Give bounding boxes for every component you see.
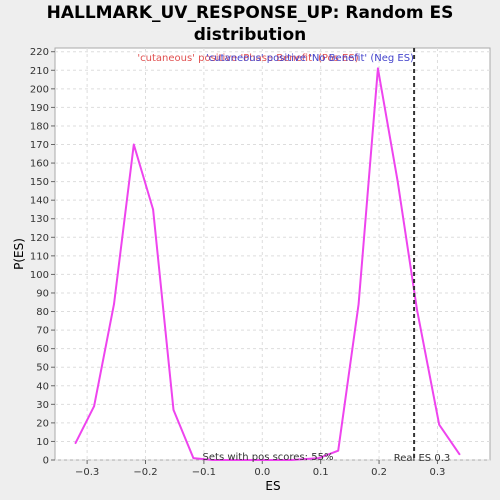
y-axis-label: P(ES) (12, 238, 26, 270)
y-tick-label: 80 (36, 307, 49, 318)
distribution-line (74, 67, 461, 461)
y-tick-label: 140 (30, 196, 49, 207)
data-point (377, 67, 379, 70)
legend-pos-es: 'cutaneous' positive 'Phase Benefit' (Po… (137, 53, 358, 64)
y-tick-label: 170 (30, 140, 49, 151)
data-point (290, 459, 293, 461)
data-point (458, 453, 461, 456)
y-tick-label: 180 (30, 121, 49, 132)
x-tick-label: 0.1 (313, 467, 329, 478)
data-point (172, 409, 175, 411)
x-axis-label: ES (265, 479, 280, 493)
y-tick-label: 90 (36, 288, 49, 299)
data-point (416, 308, 418, 311)
x-tick-label: 0.3 (429, 467, 445, 478)
y-tick-label: 60 (36, 344, 49, 355)
data-point (271, 459, 274, 461)
y-tick-label: 160 (30, 159, 49, 170)
data-point (133, 143, 135, 146)
y-tick-label: 20 (36, 418, 49, 429)
y-tick-label: 120 (30, 233, 49, 244)
legend-neg-es: 'cutaneous' positive 'No Benefit' (Neg E… (206, 53, 414, 64)
x-tick-label: 0.0 (254, 467, 270, 478)
y-tick-label: 190 (30, 103, 49, 114)
y-axis: 0 10 20 30 40 50 60 70 80 90 100 110 120 130 140 150 160… (30, 47, 55, 467)
y-tick-label: 0 (43, 456, 49, 467)
y-tick-label: 50 (36, 363, 49, 374)
y-tick-label: 30 (36, 400, 49, 411)
y-tick-label: 210 (30, 66, 49, 77)
y-tick-label: 40 (36, 381, 49, 392)
data-point (113, 303, 115, 305)
plot-area (54, 47, 491, 461)
y-tick-label: 200 (30, 84, 49, 95)
data-point (152, 208, 154, 211)
data-point (192, 457, 195, 459)
data-point (74, 442, 77, 445)
series-group (74, 67, 461, 461)
x-axis: −0.3 −0.2 −0.1 0.0 0.1 0.2 0.3 (75, 460, 445, 478)
data-point (438, 423, 441, 426)
grid (55, 48, 490, 461)
x-tick-label: −0.2 (133, 467, 157, 478)
chart-title: HALLMARK_UV_RESPONSE_UP: Random ES distr… (46, 3, 454, 45)
data-point (318, 457, 320, 459)
real-es-label: Real ES 0.3 (394, 453, 450, 464)
y-tick-label: 100 (30, 270, 49, 281)
data-point (396, 180, 399, 183)
data-point (232, 459, 234, 461)
x-tick-label: −0.3 (75, 467, 99, 478)
y-tick-label: 110 (30, 251, 49, 262)
data-point (93, 405, 95, 407)
data-point (211, 459, 214, 461)
y-tick-label: 70 (36, 326, 49, 337)
pos-scores-note: Sets with pos scores: 55% (203, 452, 334, 463)
y-tick-label: 130 (30, 214, 49, 225)
y-tick-label: 150 (30, 177, 49, 188)
y-tick-label: 220 (30, 47, 49, 58)
data-point (337, 449, 339, 452)
y-tick-label: 10 (36, 437, 49, 448)
x-tick-label: 0.2 (371, 467, 387, 478)
data-point (357, 303, 360, 305)
data-point (251, 459, 254, 461)
x-tick-label: −0.1 (192, 467, 216, 478)
